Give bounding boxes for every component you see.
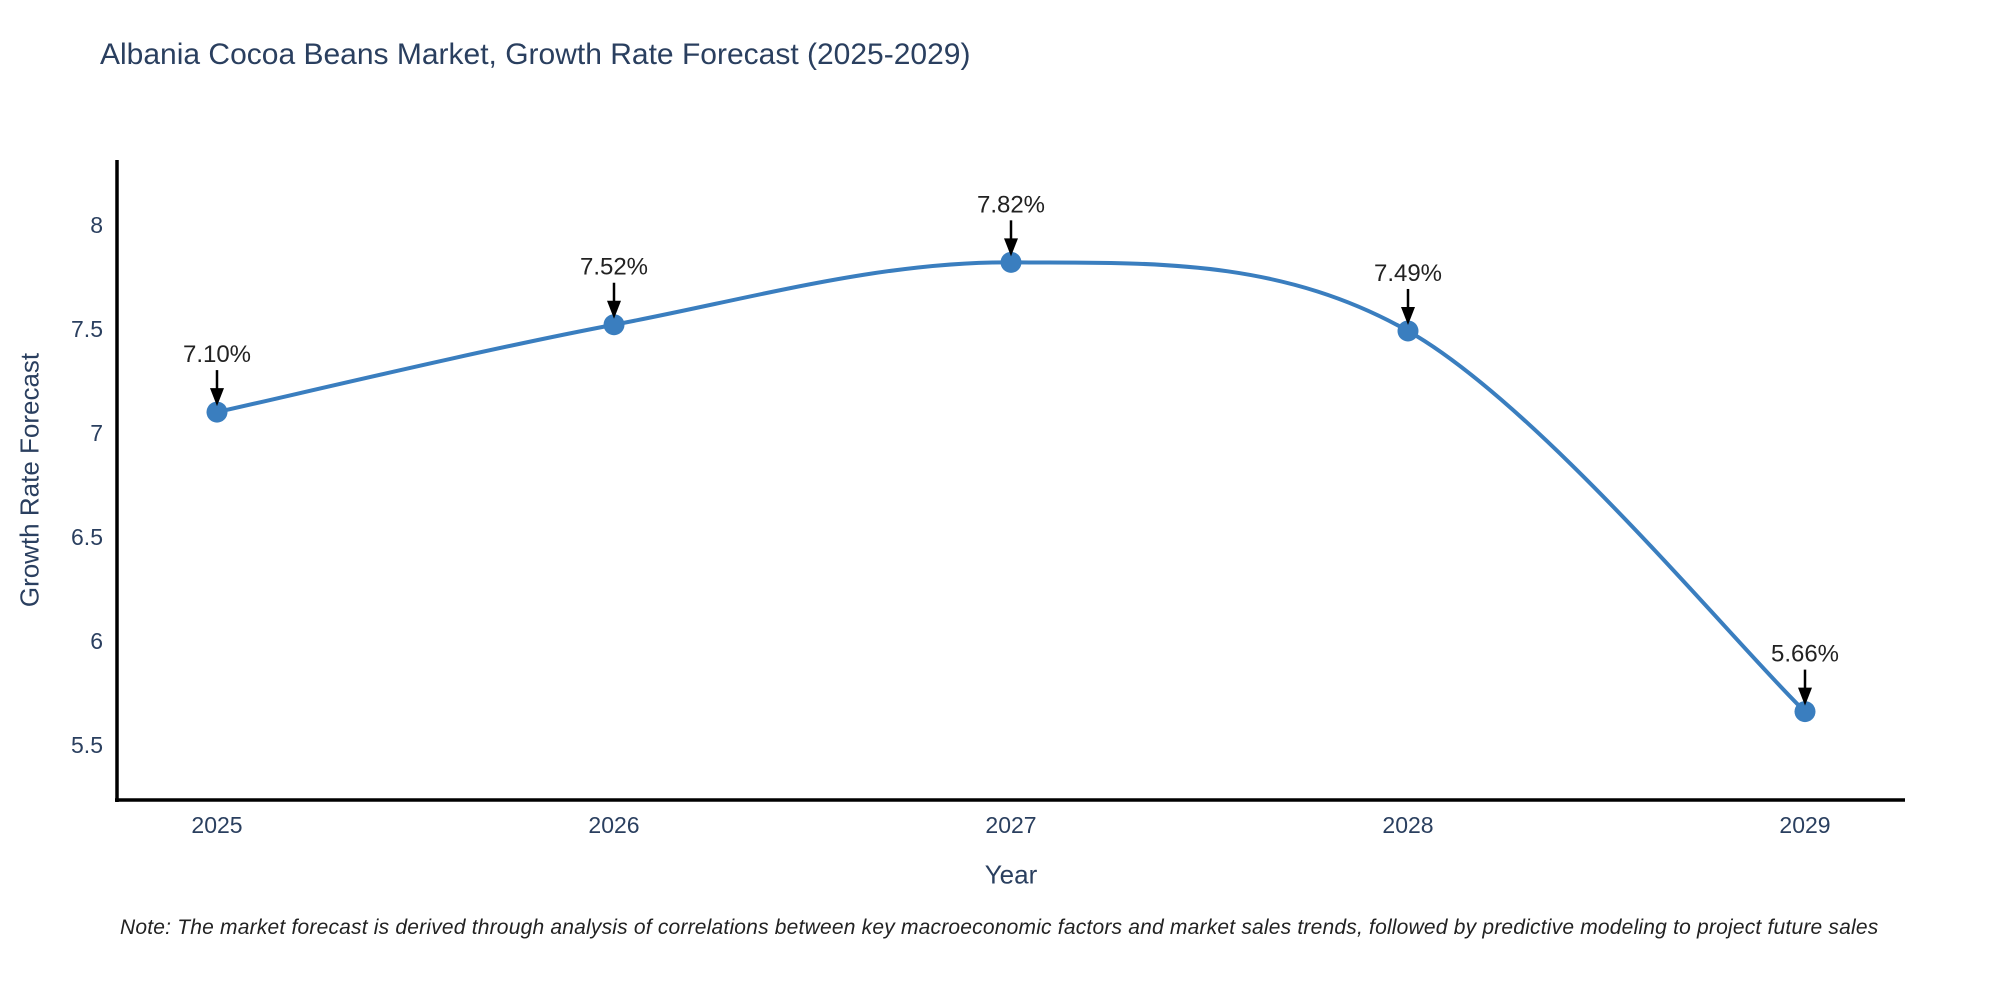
x-tick-label: 2028 (1382, 812, 1433, 838)
footnote: Note: The market forecast is derived thr… (120, 916, 1879, 939)
y-tick-label: 6.5 (71, 524, 103, 550)
x-axis-title: Year (984, 859, 1038, 890)
annotation-arrow-head (607, 300, 621, 319)
y-tick-label: 6 (90, 628, 103, 654)
chart-title: Albania Cocoa Beans Market, Growth Rate … (100, 38, 971, 71)
x-tick-label: 2029 (1779, 812, 1830, 838)
annotation-arrow-head (1798, 687, 1812, 706)
y-tick-label: 7.5 (71, 316, 103, 342)
data-point-2027[interactable] (1000, 251, 1022, 273)
data-point-2028[interactable] (1397, 320, 1419, 342)
data-point-2025[interactable] (206, 401, 228, 423)
x-tick-label: 2027 (985, 812, 1036, 838)
annotation-label: 7.49% (1374, 260, 1442, 287)
x-tick-label: 2026 (588, 812, 639, 838)
series-line (215, 260, 1807, 714)
x-tick-label: 2025 (191, 812, 242, 838)
data-point-2029[interactable] (1794, 701, 1816, 723)
annotation-label: 7.52% (580, 254, 648, 281)
annotation-arrow-head (1401, 306, 1415, 325)
y-tick-label: 8 (90, 212, 103, 238)
data-point-2026[interactable] (603, 314, 625, 336)
annotation-label: 7.82% (977, 191, 1045, 218)
annotation-label: 5.66% (1771, 641, 1839, 668)
annotation-label: 7.10% (183, 341, 251, 368)
y-tick-label: 7 (90, 420, 103, 446)
annotation-arrow-head (210, 388, 224, 407)
annotation-arrow-head (1004, 238, 1018, 257)
y-tick-label: 5.5 (71, 732, 103, 758)
